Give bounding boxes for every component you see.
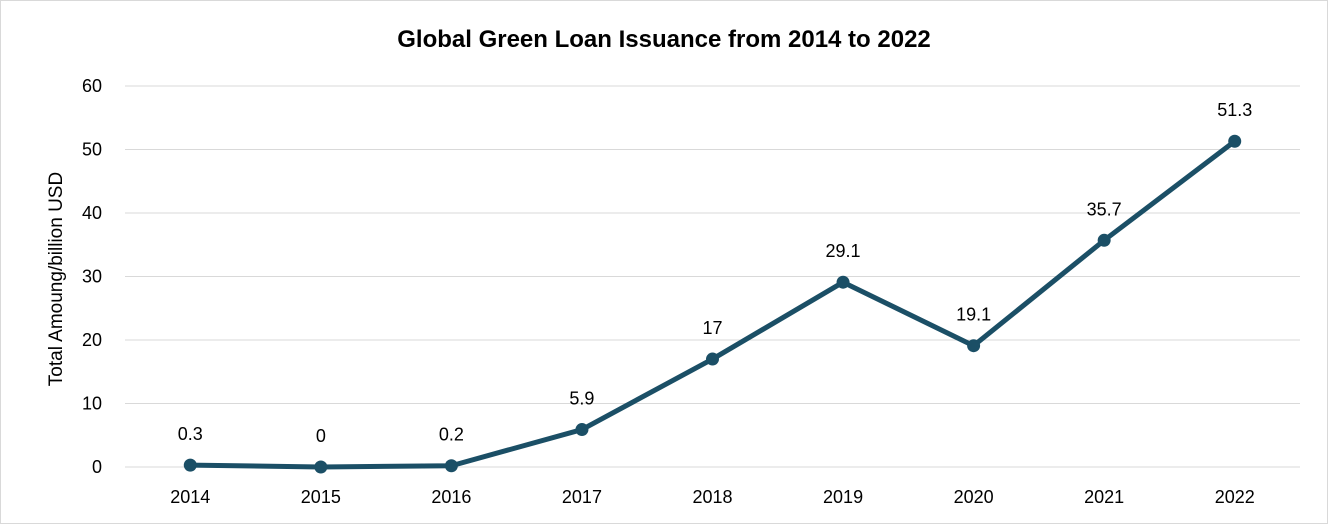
data-label: 0 (316, 426, 326, 446)
chart-title: Global Green Loan Issuance from 2014 to … (397, 26, 931, 53)
x-axis-ticks: 2014 2015 2016 2017 2018 2019 2020 2021 2022 (170, 487, 1254, 507)
data-label: 0.3 (178, 424, 203, 444)
y-tick-label: 50 (82, 140, 102, 160)
data-point[interactable] (836, 275, 850, 289)
data-label: 29.1 (826, 241, 861, 261)
y-tick-label: 40 (82, 203, 102, 223)
data-point[interactable] (706, 352, 719, 366)
y-tick-label: 10 (82, 394, 102, 414)
x-tick-label: 2017 (562, 487, 602, 507)
data-label: 17 (702, 318, 722, 338)
y-tick-label: 30 (82, 267, 102, 287)
data-point[interactable] (444, 459, 458, 473)
data-point[interactable] (575, 423, 589, 437)
x-tick-label: 2018 (692, 487, 732, 507)
data-label: 35.7 (1087, 199, 1122, 219)
data-label: 0.2 (439, 425, 464, 445)
data-point[interactable] (183, 458, 197, 472)
series-line (187, 138, 1238, 470)
x-tick-label: 2015 (301, 487, 341, 507)
y-tick-label: 60 (82, 76, 102, 96)
y-axis-title: Total Amoung/billion USD (46, 172, 67, 386)
data-label: 5.9 (569, 389, 594, 409)
y-tick-label: 20 (82, 330, 102, 350)
x-tick-label: 2021 (1084, 487, 1124, 507)
data-point[interactable] (314, 460, 328, 474)
x-tick-label: 2014 (170, 487, 210, 507)
x-tick-label: 2016 (431, 487, 471, 507)
data-labels: 0.3 0 0.2 5.9 17 29.1 19.1 35.7 51.3 (178, 100, 1252, 446)
x-tick-label: 2019 (823, 487, 863, 507)
x-tick-label: 2022 (1215, 487, 1255, 507)
gridlines (125, 85, 1300, 468)
y-axis-ticks: 0 10 20 30 40 50 60 (82, 76, 102, 477)
data-label: 51.3 (1217, 100, 1252, 120)
data-point[interactable] (1097, 233, 1111, 247)
x-tick-label: 2020 (954, 487, 994, 507)
data-point[interactable] (967, 339, 981, 353)
data-point[interactable] (1228, 134, 1242, 148)
series (183, 134, 1242, 474)
data-label: 19.1 (956, 305, 991, 325)
y-tick-label: 0 (92, 457, 102, 477)
